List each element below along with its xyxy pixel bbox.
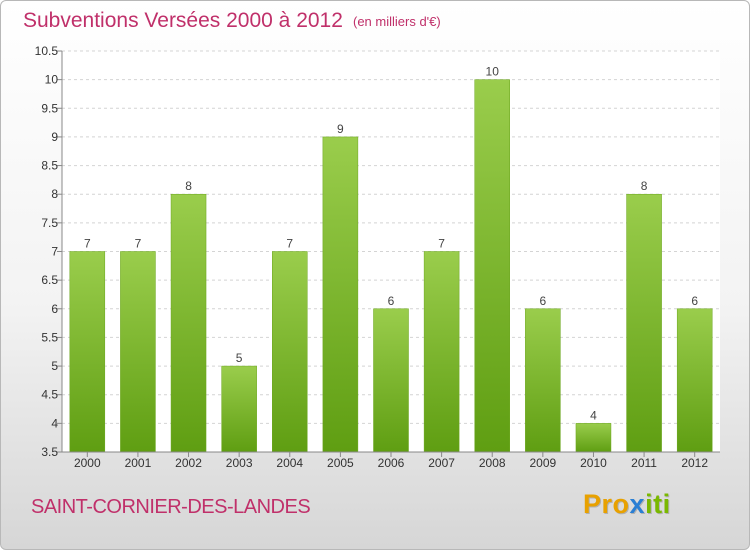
bar bbox=[474, 79, 510, 453]
logo-letter: P bbox=[583, 489, 602, 519]
y-tick-label: 7 bbox=[51, 245, 58, 259]
x-tick-label: 2007 bbox=[428, 456, 455, 470]
bar-value-label: 10 bbox=[486, 65, 500, 79]
y-tick-label: 3.5 bbox=[41, 445, 58, 459]
bar bbox=[676, 308, 713, 453]
bar-value-label: 7 bbox=[84, 237, 91, 251]
bar-value-label: 4 bbox=[590, 408, 597, 422]
bar bbox=[120, 251, 156, 453]
bar bbox=[69, 251, 106, 453]
x-tick-label: 2005 bbox=[327, 456, 354, 470]
x-tick-label: 2008 bbox=[479, 456, 506, 470]
commune-name: SAINT-CORNIER-DES-LANDES bbox=[31, 496, 311, 518]
x-tick-label: 2012 bbox=[681, 456, 708, 470]
bar-value-label: 7 bbox=[135, 237, 142, 251]
y-tick-label: 6.5 bbox=[41, 273, 58, 287]
x-tick-label: 2001 bbox=[125, 456, 152, 470]
logo-letter: i bbox=[662, 489, 671, 519]
bar-value-label: 6 bbox=[540, 294, 547, 308]
x-tick-label: 2003 bbox=[226, 456, 253, 470]
y-tick-label: 8 bbox=[51, 187, 58, 201]
bar bbox=[626, 193, 662, 453]
y-tick-label: 10.5 bbox=[35, 44, 59, 58]
x-tick-label: 2006 bbox=[378, 456, 405, 470]
y-tick-label: 5.5 bbox=[41, 330, 58, 344]
chart-unit: (en milliers d'€) bbox=[353, 14, 441, 29]
y-tick-label: 5 bbox=[51, 359, 58, 373]
logo-letter: r bbox=[601, 489, 613, 519]
bar-value-label: 8 bbox=[185, 179, 192, 193]
bar bbox=[322, 136, 359, 453]
bar bbox=[170, 193, 207, 453]
y-tick-label: 8.5 bbox=[41, 159, 58, 173]
y-tick-label: 9 bbox=[51, 130, 58, 144]
x-tick-label: 2004 bbox=[276, 456, 303, 470]
y-tick-label: 4.5 bbox=[41, 388, 58, 402]
logo-letter: o bbox=[612, 489, 630, 519]
bar-value-label: 7 bbox=[286, 237, 293, 251]
bar bbox=[221, 365, 257, 453]
logo-letter: x bbox=[629, 489, 646, 519]
logo-letter: i bbox=[645, 489, 654, 519]
bar bbox=[575, 423, 612, 453]
bar bbox=[423, 251, 460, 453]
bar-value-label: 9 bbox=[337, 122, 344, 136]
bar bbox=[272, 251, 308, 453]
bar-value-label: 8 bbox=[641, 179, 648, 193]
y-tick-label: 10 bbox=[45, 73, 59, 87]
proxiti-logo: Proxiti bbox=[583, 489, 671, 520]
chart-title: Subventions Versées 2000 à 2012 bbox=[23, 9, 343, 32]
bar-value-label: 7 bbox=[438, 237, 445, 251]
y-tick-label: 7.5 bbox=[41, 216, 58, 230]
x-tick-label: 2009 bbox=[529, 456, 556, 470]
bar-value-label: 6 bbox=[691, 294, 698, 308]
bar-value-label: 5 bbox=[236, 351, 243, 365]
bar bbox=[373, 308, 409, 453]
bar-value-label: 6 bbox=[388, 294, 395, 308]
x-tick-label: 2000 bbox=[74, 456, 101, 470]
bar bbox=[525, 308, 561, 453]
x-tick-label: 2010 bbox=[580, 456, 607, 470]
logo-letter: t bbox=[653, 489, 663, 519]
y-tick-label: 6 bbox=[51, 302, 58, 316]
y-tick-label: 4 bbox=[51, 416, 58, 430]
x-tick-label: 2011 bbox=[631, 456, 657, 470]
x-tick-label: 2002 bbox=[175, 456, 202, 470]
y-tick-label: 9.5 bbox=[41, 101, 58, 115]
